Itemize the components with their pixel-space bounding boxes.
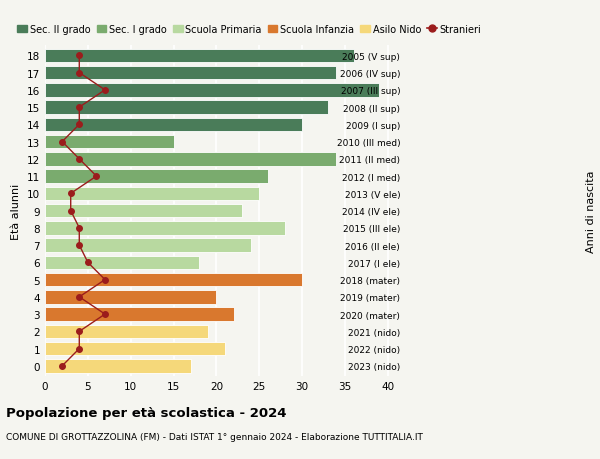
- Text: COMUNE DI GROTTAZZOLINA (FM) - Dati ISTAT 1° gennaio 2024 - Elaborazione TUTTITA: COMUNE DI GROTTAZZOLINA (FM) - Dati ISTA…: [6, 432, 423, 442]
- Bar: [45, 256, 199, 269]
- Bar: [45, 239, 251, 252]
- Bar: [45, 187, 259, 201]
- Bar: [45, 170, 268, 184]
- Bar: [45, 291, 217, 304]
- Legend: Sec. II grado, Sec. I grado, Scuola Primaria, Scuola Infanzia, Asilo Nido, Stran: Sec. II grado, Sec. I grado, Scuola Prim…: [17, 24, 481, 34]
- Bar: [45, 153, 337, 166]
- Bar: [45, 118, 302, 132]
- Bar: [45, 84, 379, 97]
- Bar: [45, 325, 208, 338]
- Bar: [45, 50, 353, 63]
- Bar: [45, 204, 242, 218]
- Text: Popolazione per età scolastica - 2024: Popolazione per età scolastica - 2024: [6, 406, 287, 419]
- Text: Anni di nascita: Anni di nascita: [586, 170, 596, 252]
- Bar: [45, 222, 285, 235]
- Y-axis label: Età alunni: Età alunni: [11, 183, 22, 239]
- Bar: [45, 342, 225, 356]
- Bar: [45, 101, 328, 115]
- Bar: [45, 273, 302, 287]
- Bar: [45, 308, 233, 321]
- Bar: [45, 135, 173, 149]
- Bar: [45, 67, 337, 80]
- Bar: [45, 359, 191, 373]
